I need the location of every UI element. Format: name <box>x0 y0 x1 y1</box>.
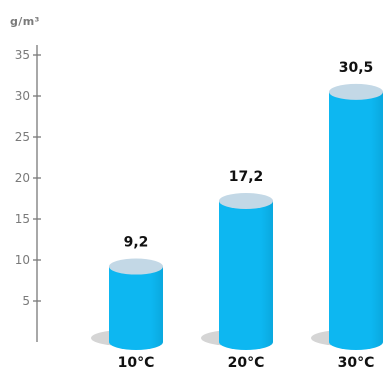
category-labels-group: 10°C 20°C 30°C <box>118 355 375 371</box>
bar-cylinder-body <box>219 200 273 350</box>
y-tick-label: 30 <box>15 89 30 103</box>
x-category-label: 20°C <box>228 355 265 371</box>
bar-cylinder-top <box>219 192 273 209</box>
x-category-label: 10°C <box>118 355 155 371</box>
y-tick-label: 25 <box>15 130 30 144</box>
bar-cylinder-body <box>109 266 163 350</box>
y-tick-label: 10 <box>15 253 30 267</box>
value-labels-group: 9,2 17,2 30,5 <box>124 60 374 251</box>
bars-group <box>91 83 383 351</box>
bar-value-label: 30,5 <box>339 60 374 76</box>
x-category-label: 30°C <box>338 355 375 371</box>
y-axis-ticks: 5 10 15 20 25 30 35 <box>15 48 41 308</box>
bar-cylinder-top <box>329 83 383 100</box>
bar-value-label: 9,2 <box>124 235 149 251</box>
y-tick-label: 20 <box>15 171 30 185</box>
bar-cylinder-top <box>109 258 163 275</box>
bar-cylinder-body <box>329 91 383 351</box>
y-axis-unit-label: g/m³ <box>10 15 40 28</box>
y-tick-label: 35 <box>15 48 30 62</box>
bar-value-label: 17,2 <box>229 169 264 185</box>
y-tick-label: 5 <box>22 294 30 308</box>
y-tick-label: 15 <box>15 212 30 226</box>
